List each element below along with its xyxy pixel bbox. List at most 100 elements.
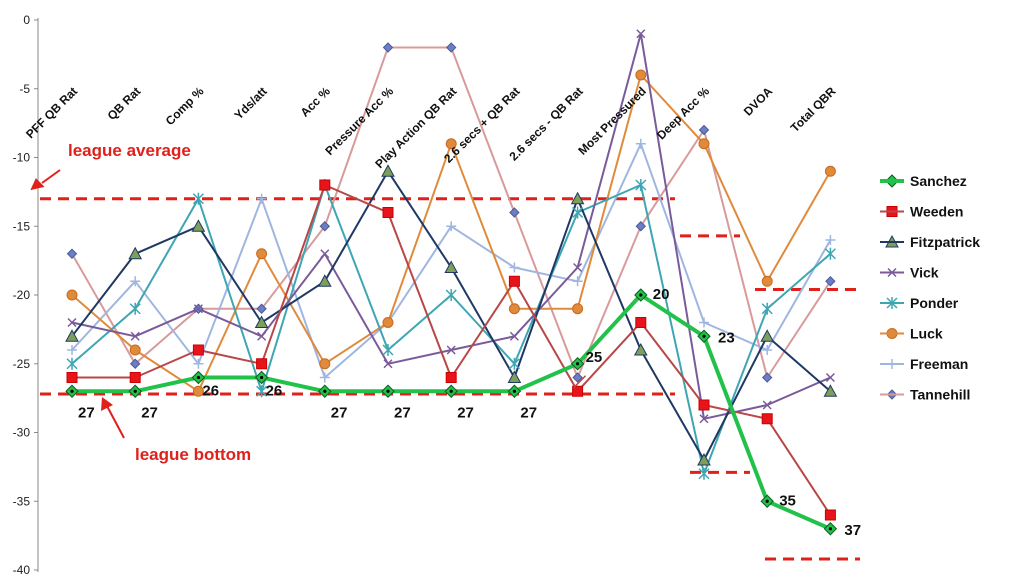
marker-ponder <box>66 357 78 370</box>
marker-tannehill <box>129 358 141 369</box>
marker-weeden <box>824 509 836 521</box>
marker-tannehill <box>509 207 520 218</box>
label-leader <box>573 375 587 389</box>
marker-freeman <box>67 345 77 355</box>
marker-tannehill <box>825 276 836 287</box>
marker-weeden <box>319 179 331 191</box>
marker-luck <box>192 385 204 397</box>
marker-vick <box>699 414 709 424</box>
marker-luck <box>256 248 268 260</box>
y-tick-label: 0 <box>23 13 30 27</box>
reference-lines <box>40 197 860 561</box>
legend: Sanchez Weeden Fitzpatrick Vick Ponder Luck Fr… <box>880 173 980 403</box>
data-label: 27 <box>141 404 158 421</box>
marker-ponder <box>256 385 268 398</box>
marker-sanchez-center <box>828 527 833 531</box>
marker-weeden <box>572 385 584 397</box>
category-label: QB Rat <box>105 84 144 123</box>
category-label: DVOA <box>741 84 776 119</box>
marker-sanchez-center <box>512 389 517 393</box>
marker-ponder <box>445 289 457 301</box>
data-label: 27 <box>520 404 537 421</box>
marker-tannehill <box>445 42 457 53</box>
marker-fitzpatrick <box>254 315 269 328</box>
marker-vick <box>825 372 835 383</box>
legend-label: Vick <box>910 265 939 281</box>
y-ticks: 0 -5 -10 -15 -20 -25 -30 -35 -40 <box>13 13 38 577</box>
data-label: 20 <box>653 286 670 303</box>
marker-luck <box>698 138 710 150</box>
marker-vick <box>762 400 772 410</box>
legend-label: Sanchez <box>910 173 967 189</box>
legend-label: Fitzpatrick <box>910 234 980 250</box>
marker-sanchez-center <box>323 389 327 393</box>
marker-luck <box>66 289 78 301</box>
marker-sanchez-center <box>702 334 706 338</box>
marker-vick <box>67 317 77 328</box>
marker-tannehill <box>572 372 583 383</box>
league-average-arrow <box>41 169 61 184</box>
marker-fitzpatrick <box>444 260 459 273</box>
legend-label: Freeman <box>910 356 968 372</box>
marker-freeman <box>446 221 457 232</box>
series-line-sanchez <box>72 293 832 531</box>
marker-vick <box>130 331 140 341</box>
marker-fitzpatrick <box>760 329 775 342</box>
marker-luck <box>319 358 331 370</box>
y-tick-label: -35 <box>13 494 31 508</box>
marker-ponder <box>635 179 647 191</box>
marker-vick <box>320 249 330 259</box>
marker-weeden <box>129 372 141 383</box>
marker-fitzpatrick <box>128 246 143 260</box>
data-label: 35 <box>779 492 796 509</box>
marker-vick <box>193 304 203 314</box>
marker-vick <box>257 331 267 341</box>
marker-ponder <box>698 467 710 480</box>
marker-freeman <box>572 276 583 287</box>
y-tick-label: -5 <box>19 82 30 96</box>
marker-ponder <box>824 247 836 260</box>
data-label: 25 <box>586 349 603 366</box>
marker-freeman <box>130 276 141 287</box>
legend-label: Ponder <box>910 295 959 311</box>
marker-vick <box>636 29 646 39</box>
y-tick-label: -20 <box>13 288 31 302</box>
marker-sanchez-center <box>765 499 769 503</box>
category-label: Acc % <box>298 84 334 120</box>
marker-ponder <box>572 206 584 219</box>
data-label: 37 <box>844 522 861 539</box>
marker-weeden <box>635 317 647 328</box>
marker-tannehill <box>66 248 78 259</box>
marker-sanchez-center <box>386 389 390 393</box>
y-tick-label: -30 <box>13 426 31 440</box>
series-markers <box>65 29 899 536</box>
data-label: 27 <box>394 404 411 421</box>
y-tick-label: -40 <box>13 563 31 577</box>
marker-fitzpatrick <box>507 370 522 383</box>
marker-tannehill <box>635 221 647 232</box>
marker-tannehill <box>256 303 267 314</box>
legend-label: Luck <box>910 326 943 342</box>
data-labels: 27 27 26 26 27 27 27 27 25 20 23 35 37 <box>78 286 861 539</box>
marker-luck <box>824 165 836 177</box>
marker-freeman <box>825 235 836 245</box>
marker-fitzpatrick <box>191 219 206 232</box>
marker-weeden <box>761 413 773 425</box>
marker-sanchez-center <box>133 389 137 393</box>
y-tick-label: -10 <box>13 151 31 165</box>
marker-fitzpatrick <box>570 191 585 205</box>
marker-freeman <box>319 372 330 383</box>
marker-fitzpatrick <box>633 342 648 356</box>
y-tick-label: -15 <box>13 219 31 233</box>
league-bottom-label: league bottom <box>135 445 251 464</box>
marker-fitzpatrick <box>697 452 711 466</box>
marker-luck <box>445 138 457 150</box>
marker-sanchez-center <box>70 389 74 393</box>
marker-tannehill <box>382 42 394 53</box>
league-average-arrowhead <box>30 178 45 191</box>
marker-sanchez-center <box>196 375 200 380</box>
marker-vick <box>573 262 583 273</box>
category-label: PFF QB Rat <box>23 84 80 141</box>
marker-freeman <box>509 262 520 273</box>
